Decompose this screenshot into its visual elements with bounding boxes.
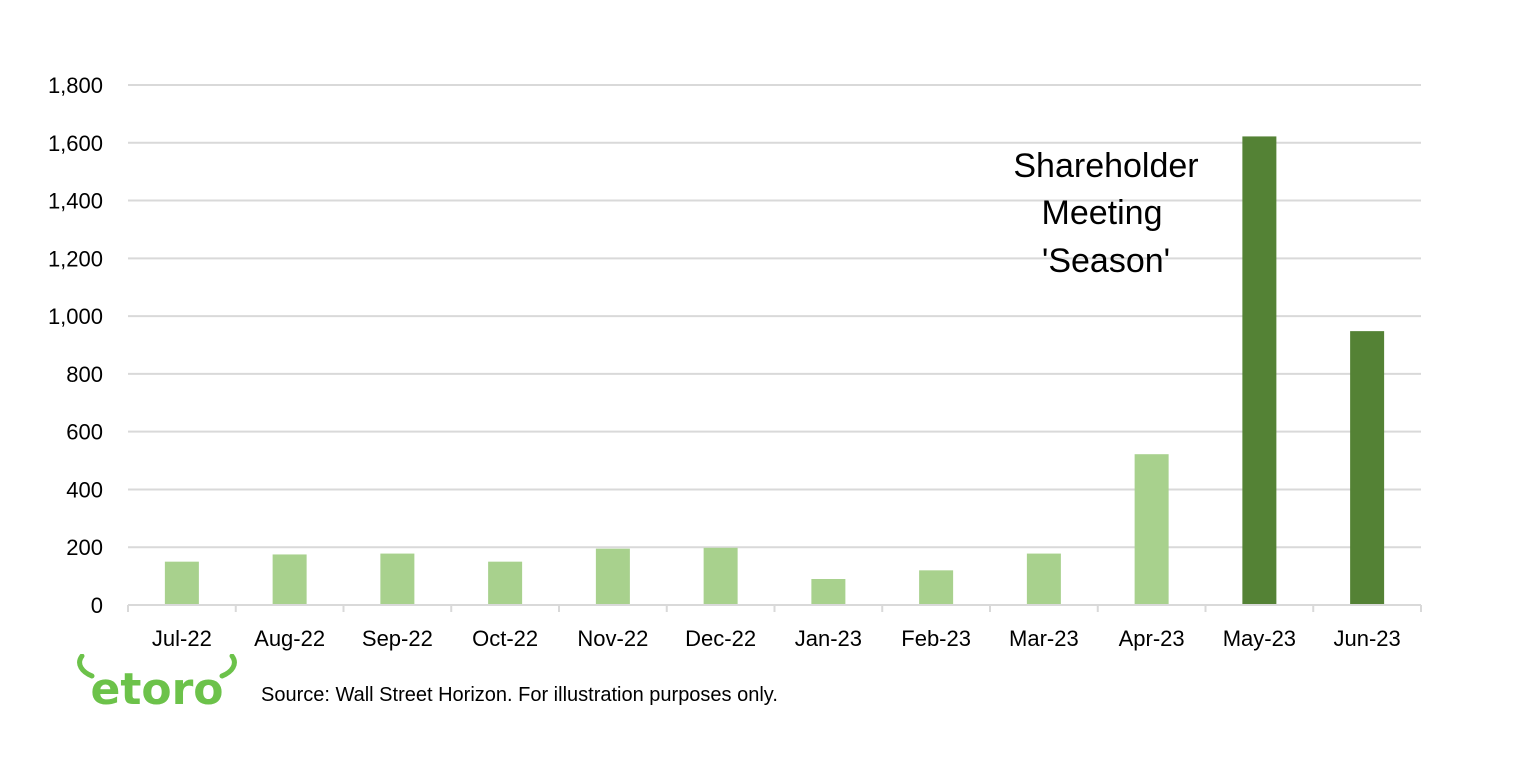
bar-apr-23 [1134, 454, 1169, 605]
y-tick-label: 1,800 [48, 73, 103, 98]
y-tick-label: 1,400 [48, 189, 103, 214]
bar-jan-23 [811, 579, 846, 605]
y-tick-label: 1,200 [48, 246, 103, 271]
y-tick-label: 200 [66, 535, 103, 560]
x-tick-label: Mar-23 [1009, 626, 1079, 651]
bar-nov-22 [595, 548, 630, 605]
x-axis-tick-labels: Jul-22 Aug-22 Sep-22 Oct-22 Nov-22 Dec-22 Jan-… [152, 626, 1401, 651]
logo-wordmark: etoro [90, 664, 223, 712]
x-tick-label: Apr-23 [1119, 626, 1185, 651]
x-tick-label: Feb-23 [901, 626, 971, 651]
bar-mar-23 [1026, 553, 1061, 605]
x-tick-label: May-23 [1223, 626, 1296, 651]
annotation-line-1: Shareholder [1013, 147, 1198, 185]
gridlines [128, 84, 1421, 549]
bars [164, 136, 1385, 605]
y-tick-label: 600 [66, 420, 103, 445]
annotation-line-3: 'Season' [1042, 242, 1170, 280]
bar-may-23 [1242, 136, 1277, 605]
x-axis [127, 604, 1422, 612]
x-tick-label: Jul-22 [152, 626, 212, 651]
y-tick-label: 400 [66, 477, 103, 502]
x-tick-label: Nov-22 [577, 626, 648, 651]
x-tick-label: Jan-23 [795, 626, 862, 651]
bar-feb-23 [919, 570, 954, 605]
etoro-logo: etoro [77, 654, 237, 712]
bar-aug-22 [272, 554, 307, 605]
bar-jul-22 [164, 561, 199, 605]
y-tick-label: 1,600 [48, 131, 103, 156]
y-tick-label: 1,000 [48, 304, 103, 329]
y-tick-label: 800 [66, 362, 103, 387]
x-tick-label: Dec-22 [685, 626, 756, 651]
bar-sep-22 [380, 553, 415, 605]
x-tick-label: Sep-22 [362, 626, 433, 651]
y-axis-tick-labels: 0 200 400 600 800 1,000 1,200 1,400 1,600 1,800 [48, 73, 103, 618]
bar-oct-22 [488, 561, 523, 605]
annotation-line-2: Meeting [1042, 194, 1163, 232]
bar-dec-22 [703, 547, 738, 605]
source-note: Source: Wall Street Horizon. For illustr… [261, 684, 778, 706]
x-tick-label: Oct-22 [472, 626, 538, 651]
x-tick-label: Jun-23 [1333, 626, 1400, 651]
bar-jun-23 [1350, 331, 1385, 605]
y-tick-label: 0 [91, 593, 103, 618]
x-tick-label: Aug-22 [254, 626, 325, 651]
